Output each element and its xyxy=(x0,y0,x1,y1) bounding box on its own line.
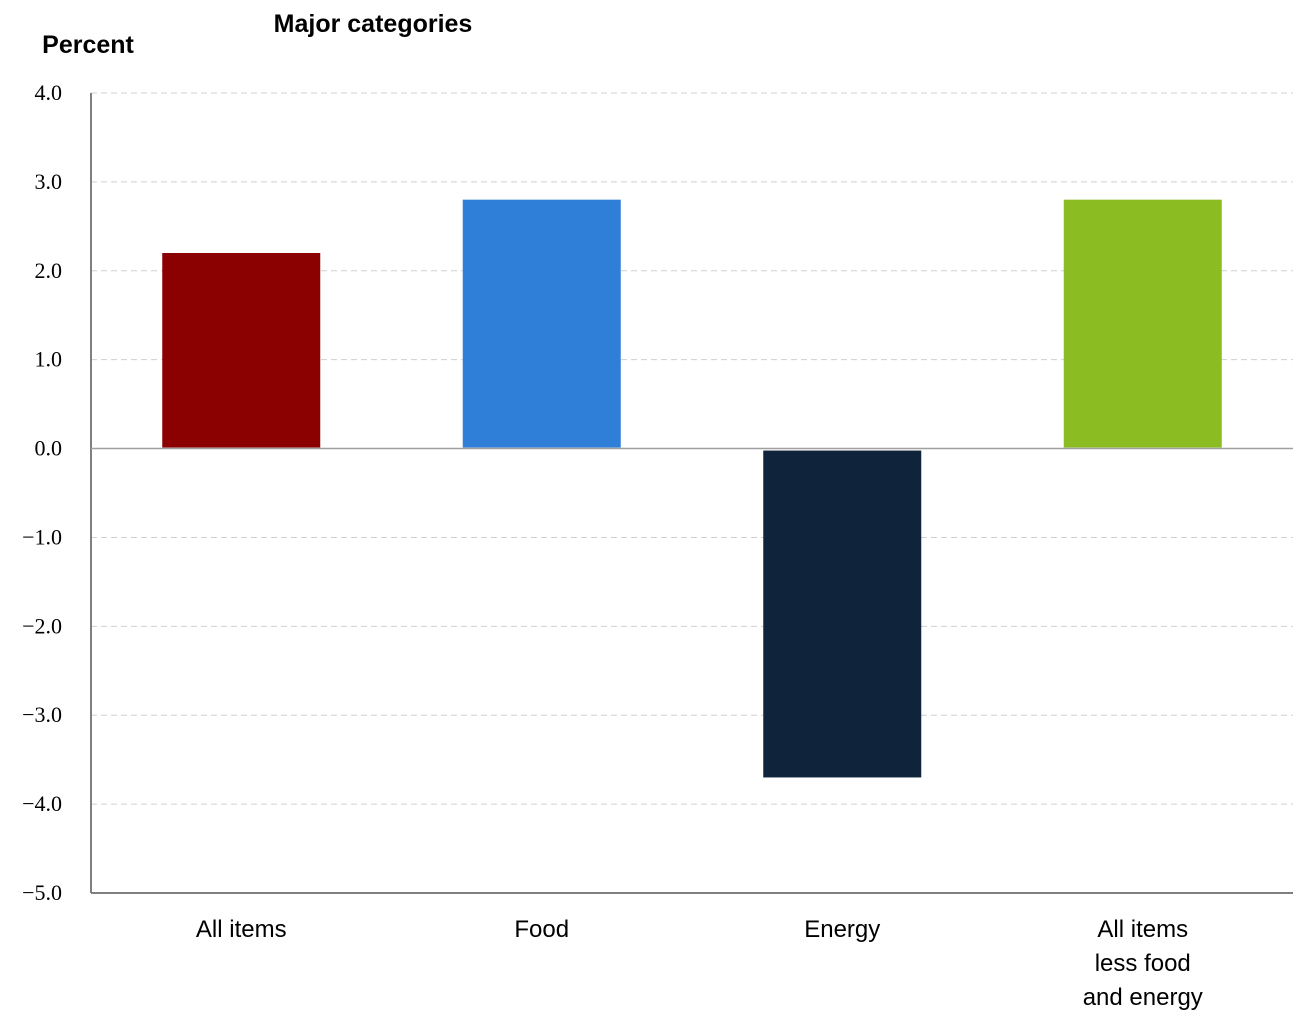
bar xyxy=(162,253,321,448)
bar xyxy=(1063,199,1222,448)
y-tick-label: 2.0 xyxy=(35,258,63,283)
bars xyxy=(162,199,1222,778)
x-category-label: Energy xyxy=(804,916,880,943)
chart-title: Major categories xyxy=(274,10,473,38)
axes xyxy=(90,93,1293,894)
y-tick-label: 3.0 xyxy=(35,169,63,194)
y-tick-label: −2.0 xyxy=(22,613,62,638)
y-axis-label: Percent xyxy=(42,31,134,59)
y-tick-label: 1.0 xyxy=(35,347,63,372)
x-category-labels: All items Food Energy All items less food and… xyxy=(196,916,1203,1011)
y-tick-labels: 4.0 3.0 2.0 1.0 0.0 −1.0 −2.0 −3.0 −4.0 −5.0 xyxy=(22,80,62,905)
bar xyxy=(462,199,621,448)
y-tick-label: −3.0 xyxy=(22,702,62,727)
bar xyxy=(763,450,922,778)
x-category-label: All items less food and energy xyxy=(1083,916,1203,1011)
x-category-label: Food xyxy=(514,916,569,943)
y-tick-label: −4.0 xyxy=(22,791,62,816)
y-tick-label: 4.0 xyxy=(35,80,63,105)
y-tick-label: −5.0 xyxy=(22,880,62,905)
y-tick-label: −1.0 xyxy=(22,524,62,549)
x-category-label: All items xyxy=(196,916,287,943)
y-tick-label: 0.0 xyxy=(35,436,63,461)
